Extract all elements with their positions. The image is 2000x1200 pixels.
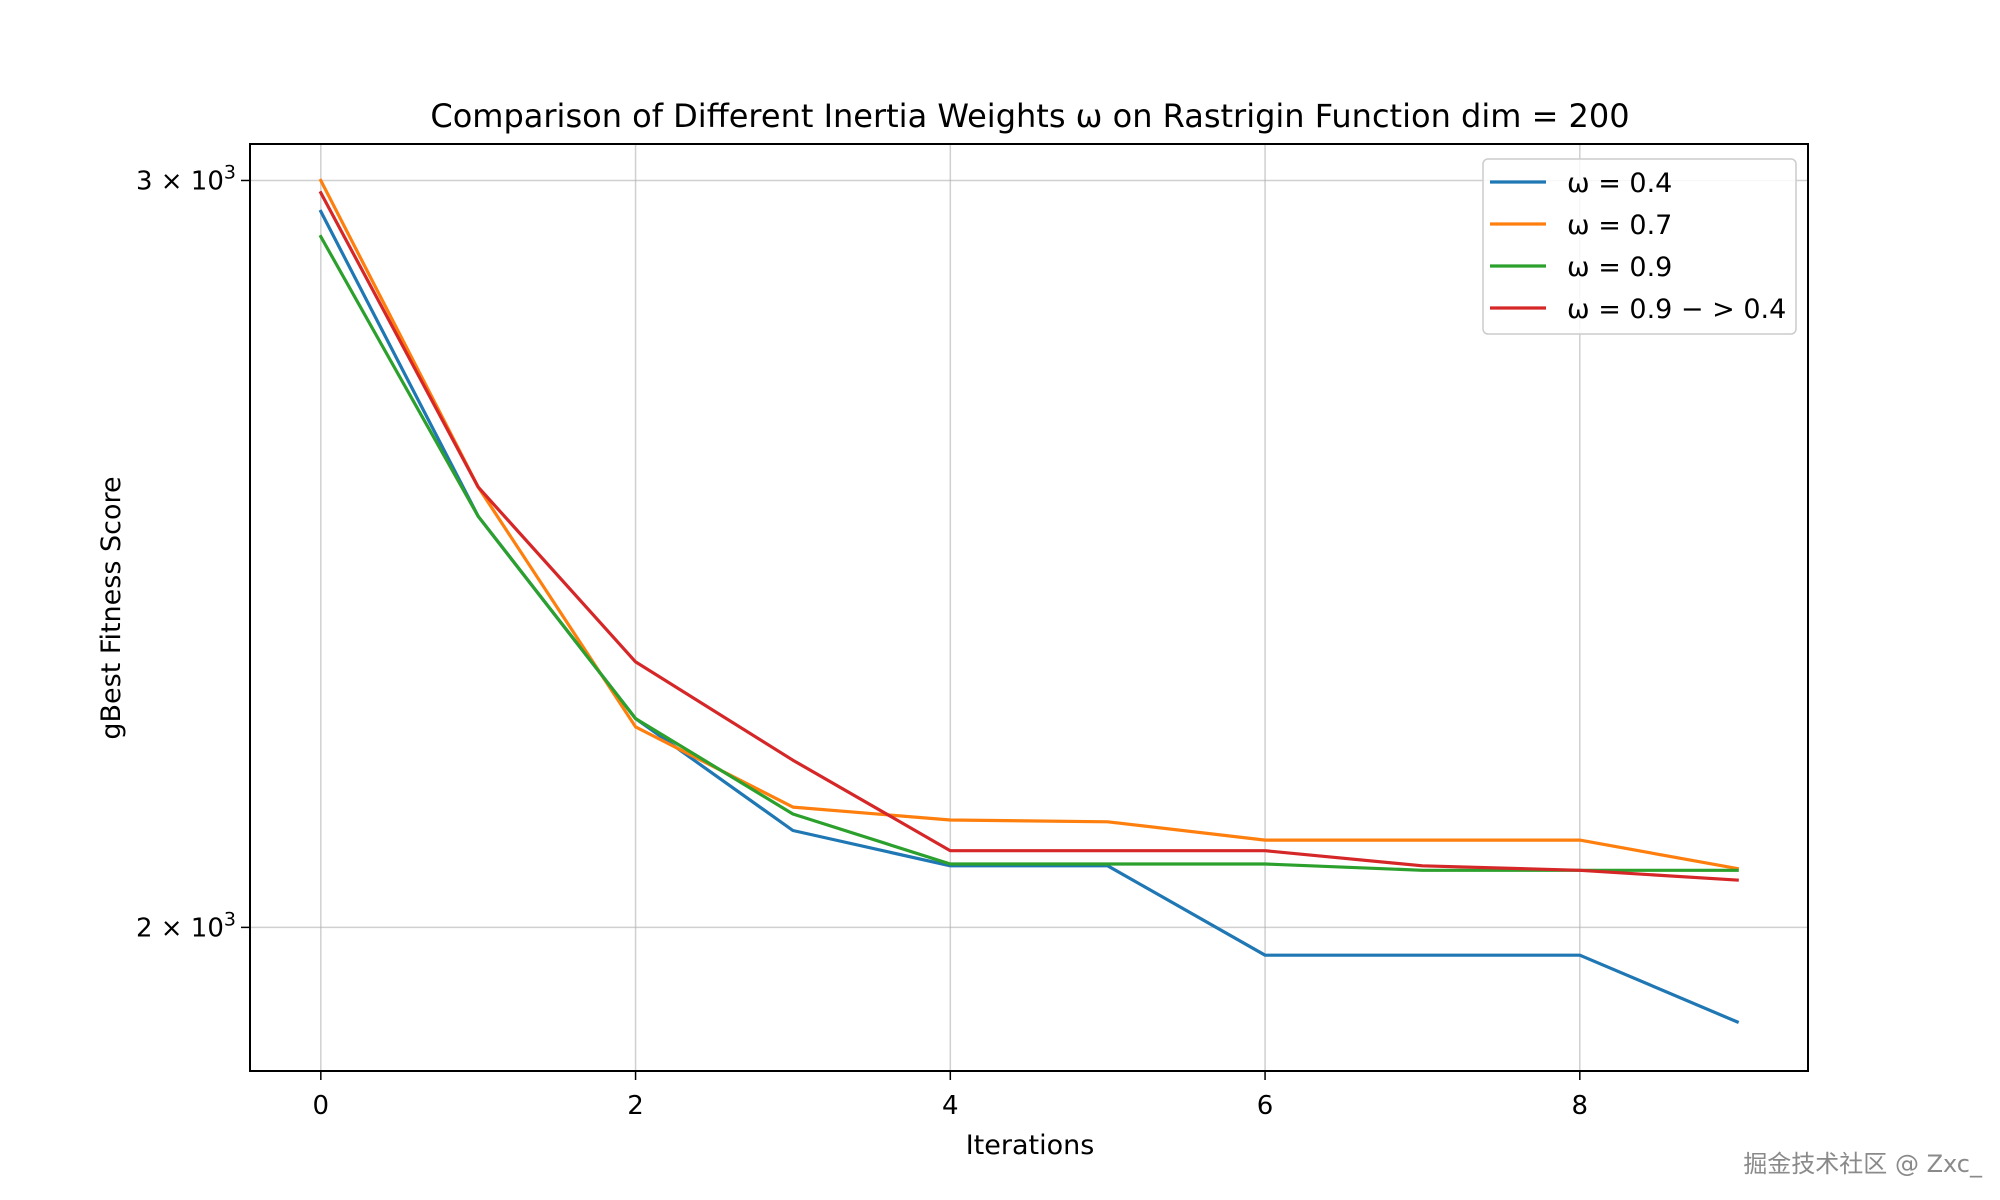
series-line (318, 234, 1739, 872)
series-lines (318, 178, 1740, 1024)
legend: ω = 0.4 ω = 0.7 ω = 0.9 ω = 0.9 − > 0.4 (1482, 158, 1797, 335)
series-line (318, 178, 1740, 871)
chart-title: Comparison of Different Inertia Weights … (430, 97, 1629, 135)
legend-box (1482, 158, 1797, 335)
plot-area-frame (249, 143, 1809, 1072)
legend-label: ω = 0.9 − > 0.4 (1567, 294, 1786, 325)
x-tick-label: 0 (313, 1091, 330, 1121)
x-tick-label: 4 (942, 1091, 959, 1121)
x-tick-label: 8 (1572, 1091, 1589, 1121)
x-axis-label: Iterations (966, 1130, 1095, 1161)
y-tick-label: 3 × 103 (136, 161, 236, 196)
legend-label: ω = 0.7 (1567, 210, 1672, 241)
x-tick-label: 6 (1257, 1091, 1274, 1121)
x-tick-label: 2 (627, 1091, 644, 1121)
legend-label: ω = 0.4 (1567, 168, 1672, 199)
axis-ticks: 0 2 4 6 8 3 × 103 2 × 103 (136, 161, 1588, 1121)
watermark: 掘金技术社区 @ Zxc_ (1743, 1150, 1983, 1178)
y-axis-label: gBest Fitness Score (96, 476, 127, 739)
y-tick-label: 2 × 103 (136, 908, 236, 943)
series-line (318, 190, 1739, 882)
legend-label: ω = 0.9 (1567, 252, 1672, 283)
